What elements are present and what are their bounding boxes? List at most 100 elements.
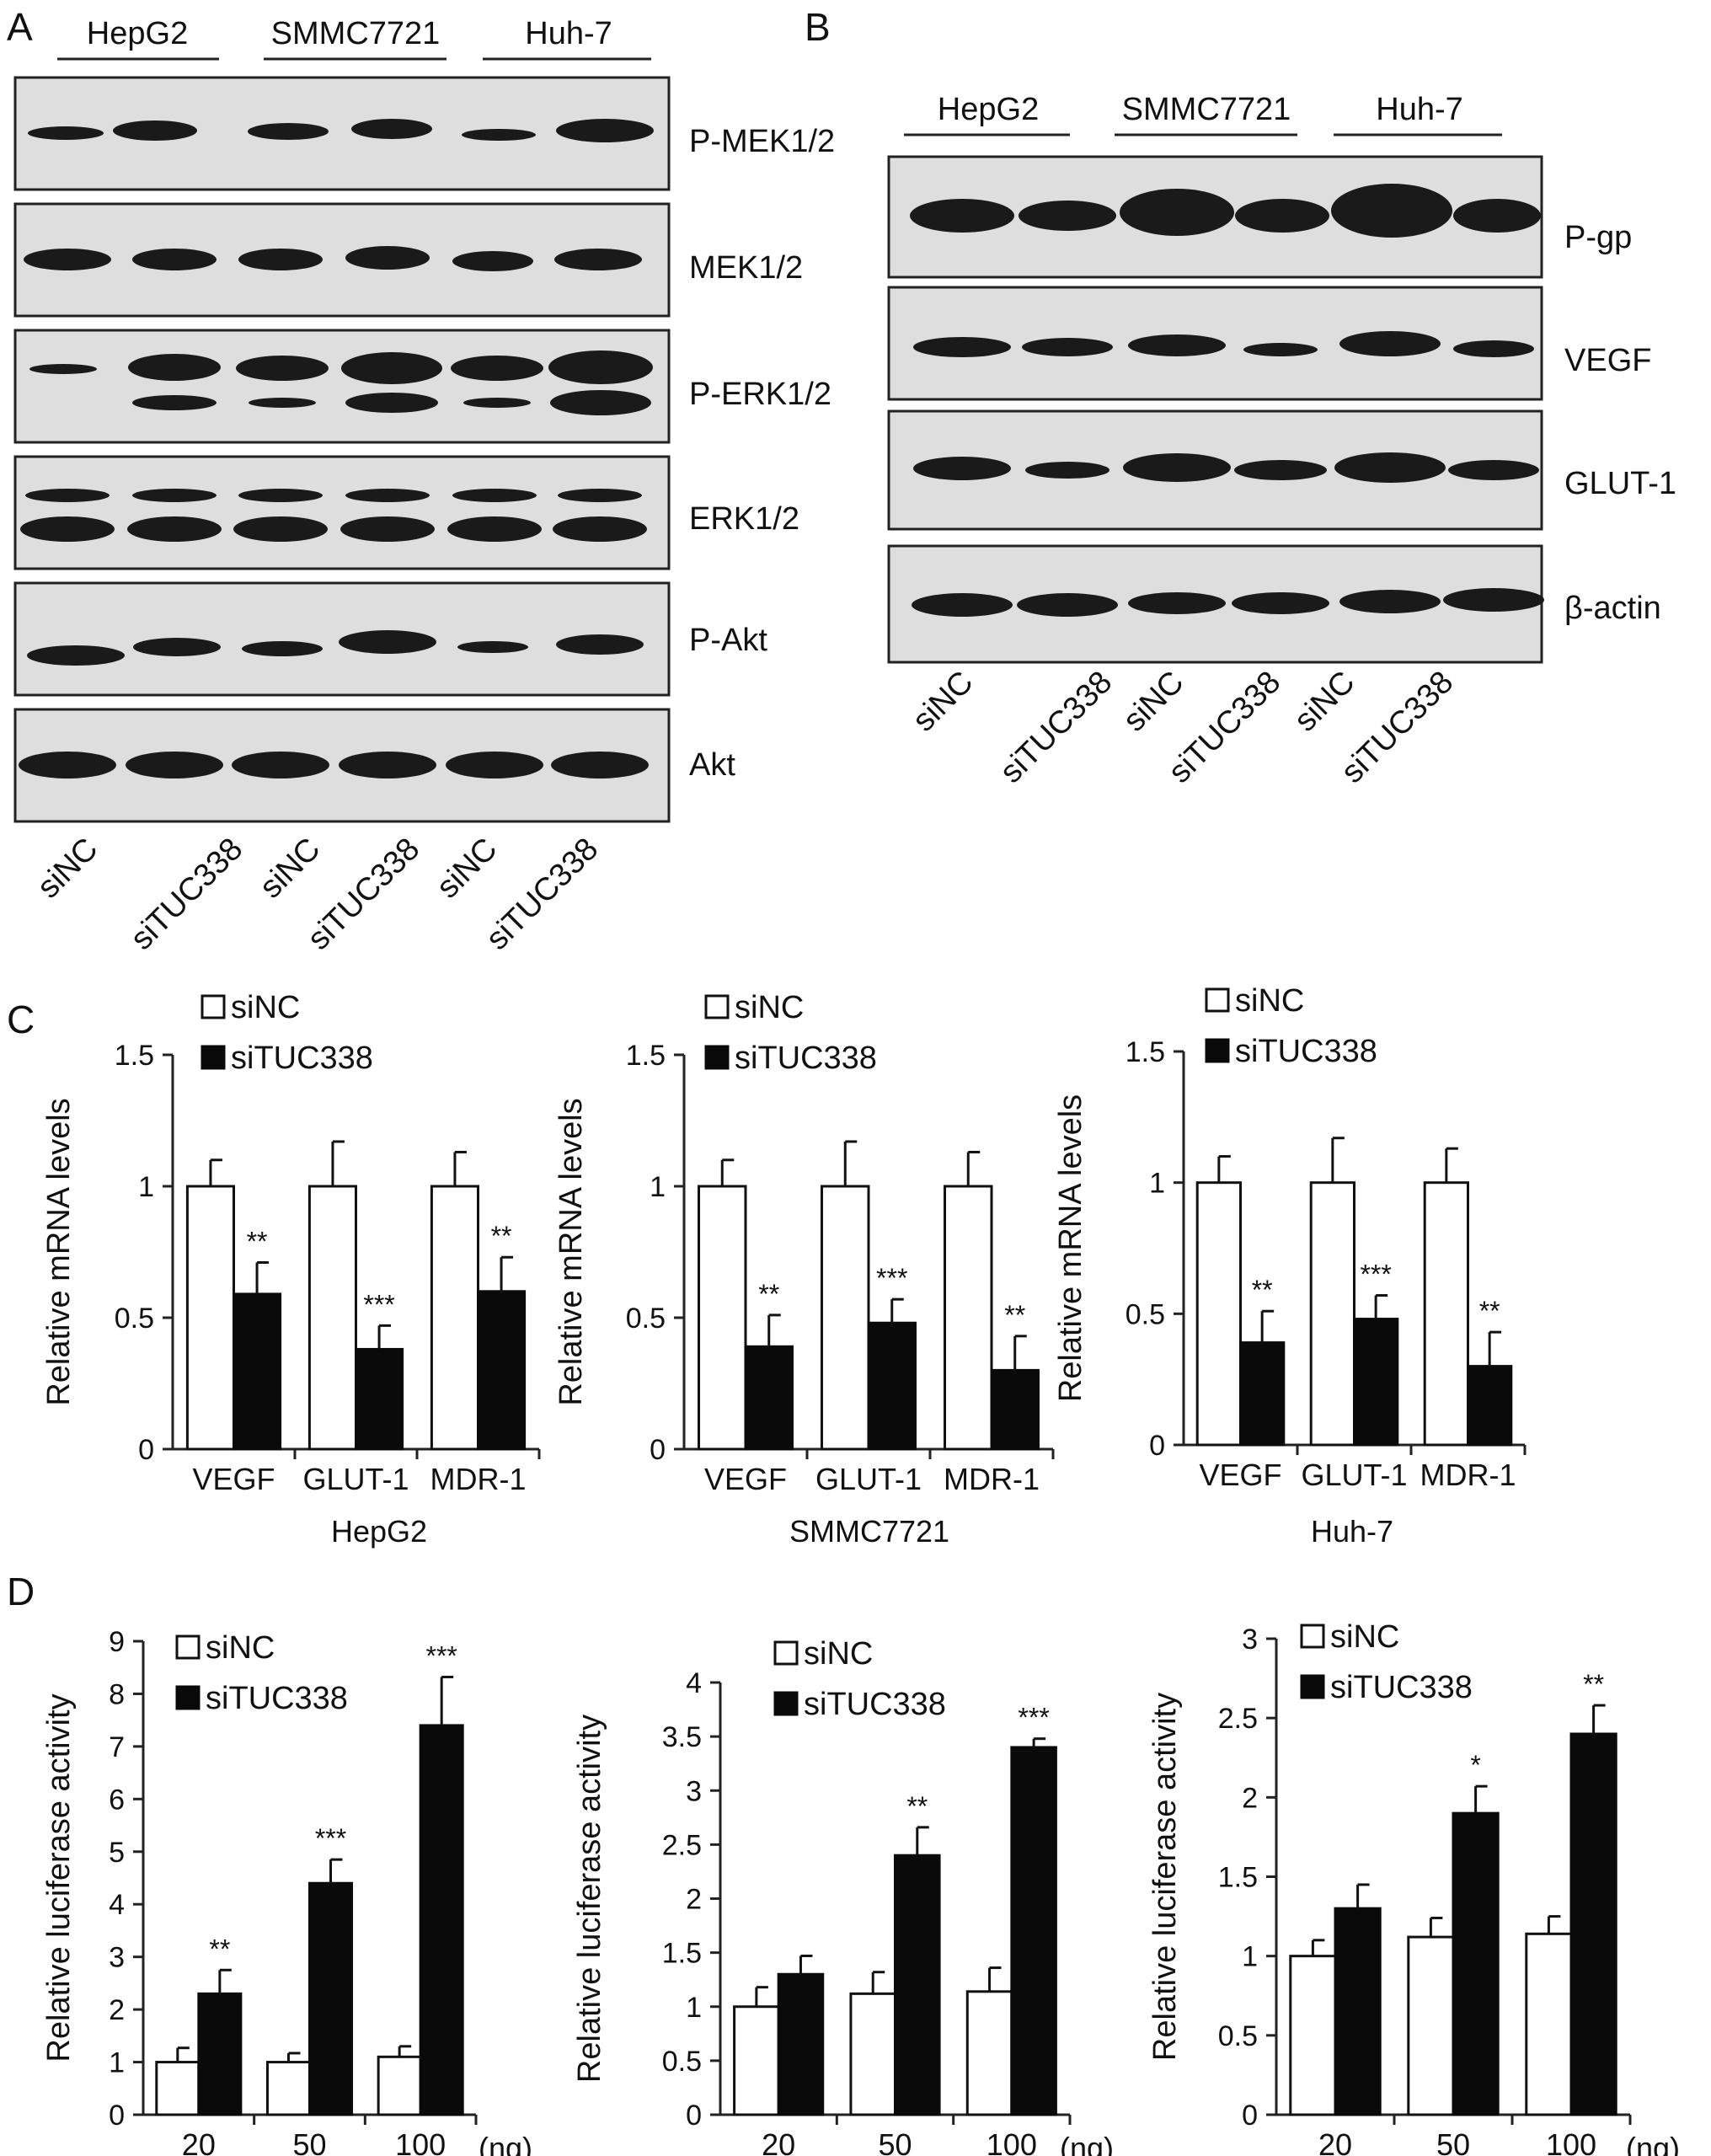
chart-6-ytick-label-1: 0.5 bbox=[1218, 2020, 1258, 2052]
chart-5-ytick-label-1: 0.5 bbox=[662, 2046, 702, 2078]
chart-6-legend-swatch-1 bbox=[1300, 1674, 1325, 1699]
chart-4-xtick-label-2: 100 bbox=[395, 2127, 446, 2156]
chart-5-legend-label-1: siTUC338 bbox=[804, 1687, 946, 1722]
chart-1-bar-siNC-2 bbox=[430, 1185, 480, 1451]
panel-label-c: C bbox=[7, 998, 35, 1041]
blot-label-p-erk: P-ERK1/2 bbox=[689, 377, 831, 412]
chart-6-bar-siTUC338-0 bbox=[1334, 1907, 1382, 2116]
chart-4-ytick-label-1: 1 bbox=[109, 2047, 125, 2079]
chart-2-ylabel: Relative mRNA levels bbox=[553, 1098, 589, 1405]
panel-b-group-hepg2: HepG2 bbox=[938, 92, 1039, 127]
chart-5-bar-siNC-0 bbox=[733, 2005, 780, 2116]
blot-label-mek: MEK1/2 bbox=[689, 250, 803, 286]
chart-4-legend-swatch-0 bbox=[175, 1634, 201, 1660]
chart-6-bar-siTUC338-2 bbox=[1569, 1732, 1617, 2116]
chart-5-ytick-label-7: 3.5 bbox=[662, 1721, 702, 1753]
chart-4-bar-siNC-1 bbox=[265, 2061, 312, 2116]
blot-label-glut1: GLUT-1 bbox=[1564, 466, 1676, 501]
chart-1-ytick-label-3: 1.5 bbox=[115, 1040, 154, 1072]
chart-4-xlabel: (ng) bbox=[479, 2131, 532, 2156]
panel-a-lane-3: siNC bbox=[253, 832, 327, 906]
chart-4-ytick-label-8: 8 bbox=[109, 1678, 125, 1710]
chart-6-ytick-label-0: 0 bbox=[1242, 2100, 1258, 2132]
blot-label-p-akt: P-Akt bbox=[689, 623, 767, 658]
chart-2-legend-label-1: siTUC338 bbox=[735, 1041, 877, 1076]
chart-2-sig-siTUC338-1: *** bbox=[876, 1263, 907, 1293]
chart-6-xtick-label-2: 100 bbox=[1546, 2127, 1596, 2156]
chart-5-bar-siTUC338-0 bbox=[777, 1972, 825, 2116]
panel-b-lane-2: siTUC338 bbox=[993, 665, 1119, 790]
blot-label-erk: ERK1/2 bbox=[689, 501, 799, 537]
chart-4-sig-siTUC338-1: *** bbox=[315, 1823, 346, 1854]
chart-2-xtick-label-1: GLUT-1 bbox=[815, 1462, 922, 1496]
chart-2: 0 0.5 1 1.5 Relative mRNA levels VEGF ** GLUT-1… bbox=[553, 990, 1055, 1549]
chart-5-ytick-label-2: 1 bbox=[686, 1992, 702, 2024]
chart-5-bar-siTUC338-1 bbox=[894, 1854, 941, 2116]
chart-6-legend-swatch-0 bbox=[1300, 1624, 1325, 1649]
chart-3-legend-label-1: siTUC338 bbox=[1235, 1034, 1377, 1069]
blot-label-akt: Akt bbox=[689, 747, 735, 783]
chart-5-sig-siTUC338-1: ** bbox=[906, 1791, 928, 1822]
chart-6-bar-siNC-1 bbox=[1407, 1935, 1455, 2116]
chart-1-bar-siTUC338-2 bbox=[477, 1290, 527, 1451]
chart-5-ytick-label-4: 2 bbox=[686, 1884, 702, 1916]
chart-3: 0 0.5 1 1.5 Relative mRNA levels VEGF ** GLUT-1… bbox=[1053, 983, 1527, 1549]
chart-2-bar-siTUC338-0 bbox=[744, 1345, 794, 1451]
chart-4-bar-siNC-0 bbox=[155, 2061, 201, 2116]
chart-3-bar-siNC-1 bbox=[1309, 1181, 1355, 1447]
chart-3-bar-siTUC338-0 bbox=[1239, 1341, 1286, 1447]
chart-3-bar-siTUC338-2 bbox=[1467, 1365, 1513, 1447]
chart-1-legend-swatch-1 bbox=[201, 1045, 226, 1070]
blot-label-p-gp: P-gp bbox=[1564, 220, 1632, 255]
chart-5-ylabel: Relative luciferase activity bbox=[572, 1715, 607, 2083]
panel-a-lane-6: siTUC338 bbox=[479, 832, 605, 957]
chart-3-bar-siTUC338-1 bbox=[1353, 1318, 1399, 1447]
chart-1-sig-siTUC338-0: ** bbox=[247, 1226, 268, 1256]
chart-1-bar-siTUC338-1 bbox=[355, 1347, 404, 1451]
chart-5-bar-siNC-1 bbox=[849, 1992, 897, 2116]
chart-2-title: SMMC7721 bbox=[789, 1514, 949, 1549]
panel-a-group-smmc7721: SMMC7721 bbox=[271, 16, 441, 51]
chart-5-xlabel: (ng) bbox=[1060, 2131, 1114, 2156]
chart-3-bar-siNC-0 bbox=[1195, 1181, 1242, 1447]
chart-1-ytick-label-0: 0 bbox=[138, 1434, 154, 1466]
chart-2-ytick-label-2: 1 bbox=[650, 1171, 666, 1203]
chart-3-title: Huh-7 bbox=[1311, 1514, 1393, 1549]
chart-5-ytick-label-5: 2.5 bbox=[662, 1829, 702, 1861]
chart-3-legend-swatch-0 bbox=[1205, 987, 1230, 1013]
chart-2-legend-label-0: siNC bbox=[735, 990, 804, 1025]
chart-4-xtick-label-0: 20 bbox=[182, 2127, 216, 2156]
chart-2-bar-siNC-2 bbox=[944, 1185, 993, 1451]
panel-b-group-smmc7721: SMMC7721 bbox=[1122, 92, 1291, 127]
chart-1-ytick-label-2: 1 bbox=[138, 1171, 154, 1203]
chart-4-bar-siTUC338-1 bbox=[308, 1881, 354, 2116]
chart-4-bar-siTUC338-0 bbox=[197, 1992, 243, 2116]
chart-2-sig-siTUC338-2: ** bbox=[1004, 1300, 1025, 1330]
chart-1-legend-swatch-0 bbox=[201, 994, 226, 1019]
chart-6-ylabel: Relative luciferase activity bbox=[1147, 1693, 1183, 2061]
chart-6-legend-label-1: siTUC338 bbox=[1330, 1670, 1473, 1705]
chart-6-bar-siNC-2 bbox=[1525, 1932, 1573, 2116]
chart-5-legend-swatch-0 bbox=[773, 1640, 799, 1666]
chart-3-ytick-label-1: 0.5 bbox=[1126, 1298, 1165, 1330]
chart-2-bar-siNC-0 bbox=[698, 1185, 747, 1451]
chart-3-bar-siNC-2 bbox=[1423, 1181, 1469, 1447]
chart-5: 0 0.5 1 1.5 2 2.5 3 3.5 4 Relative luciferase act… bbox=[572, 1636, 1114, 2156]
chart-4-xtick-label-1: 50 bbox=[292, 2127, 326, 2156]
panel-a-lane-2: siTUC338 bbox=[124, 832, 249, 957]
chart-1-bar-siTUC338-0 bbox=[233, 1292, 282, 1451]
blot-label-beta-actin: β-actin bbox=[1564, 591, 1661, 626]
chart-4-ylabel: Relative luciferase activity bbox=[41, 1693, 77, 2062]
chart-2-bar-siTUC338-1 bbox=[867, 1321, 917, 1451]
chart-5-xtick-label-1: 50 bbox=[878, 2127, 912, 2156]
chart-6-bar-siNC-0 bbox=[1289, 1955, 1337, 2116]
chart-4-ytick-label-6: 6 bbox=[109, 1784, 125, 1816]
chart-3-xtick-label-2: MDR-1 bbox=[1420, 1458, 1516, 1492]
chart-4-ytick-label-9: 9 bbox=[109, 1626, 125, 1658]
panel-a-blots: HepG2 SMMC7721 Huh-7 P-MEK1/2 MEK1/2 bbox=[13, 16, 835, 957]
chart-6-xlabel: (ng) bbox=[1626, 2131, 1680, 2156]
chart-1-xtick-label-1: GLUT-1 bbox=[302, 1462, 409, 1496]
chart-1-legend-label-0: siNC bbox=[231, 990, 300, 1025]
chart-4-legend-label-1: siTUC338 bbox=[206, 1681, 348, 1716]
chart-2-ytick-label-1: 0.5 bbox=[626, 1303, 666, 1335]
